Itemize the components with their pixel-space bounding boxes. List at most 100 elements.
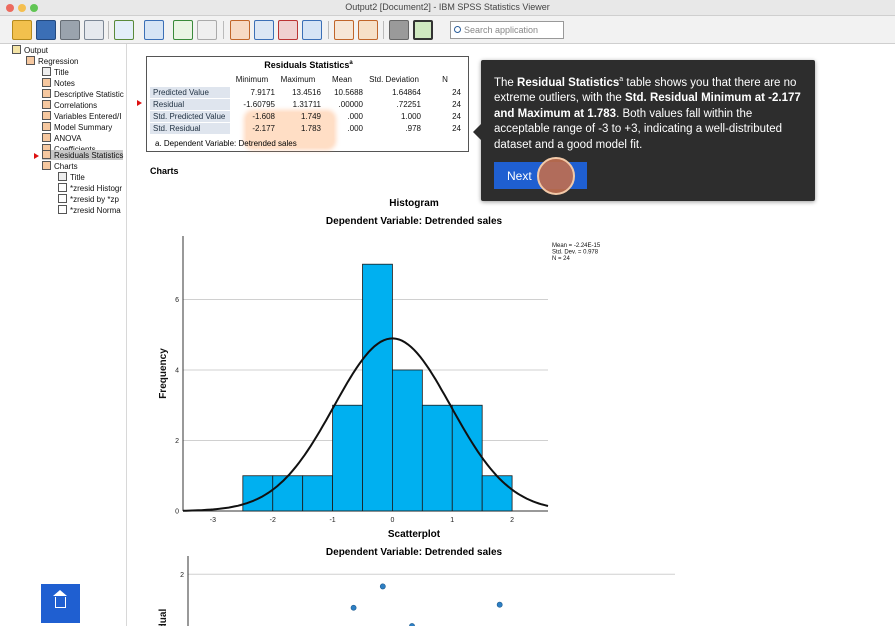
table-cell: 13.4516 bbox=[292, 88, 321, 97]
output-book-icon bbox=[12, 45, 21, 54]
book-icon bbox=[42, 161, 51, 170]
y-tick-label: 2 bbox=[175, 438, 179, 445]
click-cursor-indicator bbox=[537, 157, 575, 195]
outline-item-charts-title[interactable]: Title bbox=[58, 172, 85, 182]
table-cell: 1.749 bbox=[300, 112, 321, 121]
scatter-point bbox=[409, 623, 415, 626]
y-tick-label: 4 bbox=[175, 367, 179, 374]
outline-item-title[interactable]: Title bbox=[42, 67, 69, 77]
column-header: N bbox=[442, 75, 448, 84]
insert-output-icon[interactable] bbox=[334, 20, 354, 40]
row-label: Std. Predicted Value bbox=[150, 111, 230, 122]
scatter-point bbox=[350, 604, 357, 611]
outline-item-variables-entered[interactable]: Variables Entered/I bbox=[42, 111, 121, 121]
goto-case-icon[interactable] bbox=[254, 20, 274, 40]
search-icon bbox=[454, 26, 461, 33]
x-tick-label: 1 bbox=[450, 517, 454, 524]
search-placeholder: Search application bbox=[464, 25, 539, 35]
search-application-input[interactable]: Search application bbox=[450, 21, 564, 39]
outline-item-descriptive-statistics[interactable]: Descriptive Statistic bbox=[42, 89, 124, 99]
histogram-title: Histogram bbox=[389, 198, 439, 209]
histogram-bar bbox=[481, 475, 513, 512]
table-cell: -1.60795 bbox=[243, 100, 275, 109]
table-cell: 7.9171 bbox=[250, 88, 275, 97]
outline-item-zresid-normal[interactable]: *zresid Norma bbox=[58, 205, 121, 215]
table-cell: -2.177 bbox=[252, 124, 275, 133]
outline-item-charts[interactable]: Charts bbox=[42, 161, 78, 171]
selected-table-arrow-icon bbox=[137, 100, 142, 106]
document-icon bbox=[42, 78, 51, 87]
table-icon bbox=[42, 122, 51, 131]
y-tick-label: 2 bbox=[180, 572, 184, 579]
table-footnote: a. Dependent Variable: Detrended sales bbox=[155, 139, 297, 148]
table-icon bbox=[42, 133, 51, 142]
tooltip-text: The Residual Statisticsa table shows you… bbox=[494, 76, 801, 151]
undo-icon[interactable] bbox=[173, 20, 193, 40]
row-label: Std. Residual bbox=[150, 123, 230, 134]
histogram-bar bbox=[332, 404, 363, 512]
outline-item-zresid-histogram[interactable]: *zresid Histogr bbox=[58, 183, 122, 193]
recall-dialog-icon[interactable] bbox=[144, 20, 164, 40]
scatterplot-title: Scatterplot bbox=[387, 529, 441, 540]
show-hide-icon[interactable] bbox=[389, 20, 409, 40]
outline-item-correlations[interactable]: Correlations bbox=[42, 100, 97, 110]
x-tick-label: 2 bbox=[510, 517, 514, 524]
table-icon bbox=[42, 100, 51, 109]
window-title: Output2 [Document2] - IBM SPSS Statistic… bbox=[345, 2, 550, 12]
export-icon[interactable] bbox=[114, 20, 134, 40]
outline-item-anova[interactable]: ANOVA bbox=[42, 133, 81, 143]
histogram-bar bbox=[362, 263, 393, 512]
histogram-bar bbox=[392, 369, 423, 512]
histogram-bar bbox=[451, 404, 483, 512]
outline-item-output[interactable]: Output bbox=[12, 45, 48, 55]
table-cell: 10.5688 bbox=[334, 88, 363, 97]
open-folder-icon[interactable] bbox=[12, 20, 32, 40]
table-cell: 1.31711 bbox=[292, 100, 321, 109]
outline-item-notes[interactable]: Notes bbox=[42, 78, 75, 88]
outline-item-zresid-scatter[interactable]: *zresid by *zp bbox=[58, 194, 119, 204]
designate-window-icon[interactable] bbox=[413, 20, 433, 40]
insert-title-icon[interactable] bbox=[358, 20, 378, 40]
close-window-button[interactable] bbox=[6, 4, 14, 12]
histogram-bar bbox=[272, 475, 304, 512]
minimize-window-button[interactable] bbox=[18, 4, 26, 12]
home-button[interactable] bbox=[41, 584, 80, 623]
residuals-statistics-table[interactable]: Residuals Statisticsa Minimum Maximum Me… bbox=[146, 56, 469, 152]
table-cell: 1.783 bbox=[300, 124, 321, 133]
column-header: Minimum bbox=[235, 75, 269, 84]
document-icon bbox=[58, 172, 67, 181]
redo-icon[interactable] bbox=[197, 20, 217, 40]
scatterplot-chart: 12esidual bbox=[158, 556, 675, 626]
variables-icon[interactable] bbox=[302, 20, 322, 40]
table-cell: .72251 bbox=[396, 100, 421, 109]
print-icon[interactable] bbox=[60, 20, 80, 40]
save-icon[interactable] bbox=[36, 20, 56, 40]
scatter-point bbox=[496, 601, 503, 608]
outline-item-model-summary[interactable]: Model Summary bbox=[42, 122, 112, 132]
outline-item-regression[interactable]: Regression bbox=[26, 56, 78, 66]
column-header: Std. Deviation bbox=[369, 75, 419, 84]
table-cell: 24 bbox=[452, 124, 461, 133]
table-cell: 1.64864 bbox=[392, 88, 421, 97]
histogram-stat: Std. Dev. = 0.978 bbox=[552, 250, 599, 256]
print-preview-icon[interactable] bbox=[84, 20, 104, 40]
book-icon bbox=[26, 56, 35, 65]
histogram-stat: Mean = -2.24E-15 bbox=[552, 243, 601, 249]
scatterplot-subtitle: Dependent Variable: Detrended sales bbox=[325, 547, 503, 558]
goto-data-icon[interactable] bbox=[230, 20, 250, 40]
table-icon bbox=[42, 150, 51, 159]
scatter-point bbox=[379, 583, 386, 590]
zoom-window-button[interactable] bbox=[30, 4, 38, 12]
table-cell: 24 bbox=[452, 112, 461, 121]
document-icon bbox=[42, 67, 51, 76]
outline-item-residuals-statistics[interactable]: Residuals Statistics bbox=[42, 150, 124, 160]
goto-variable-icon[interactable] bbox=[278, 20, 298, 40]
table-icon bbox=[42, 89, 51, 98]
table-cell: -1.608 bbox=[252, 112, 275, 121]
y-tick-label: 0 bbox=[175, 509, 179, 516]
next-button[interactable]: Next bbox=[494, 157, 587, 195]
table-cell: .978 bbox=[405, 124, 421, 133]
row-label: Residual bbox=[150, 99, 230, 110]
